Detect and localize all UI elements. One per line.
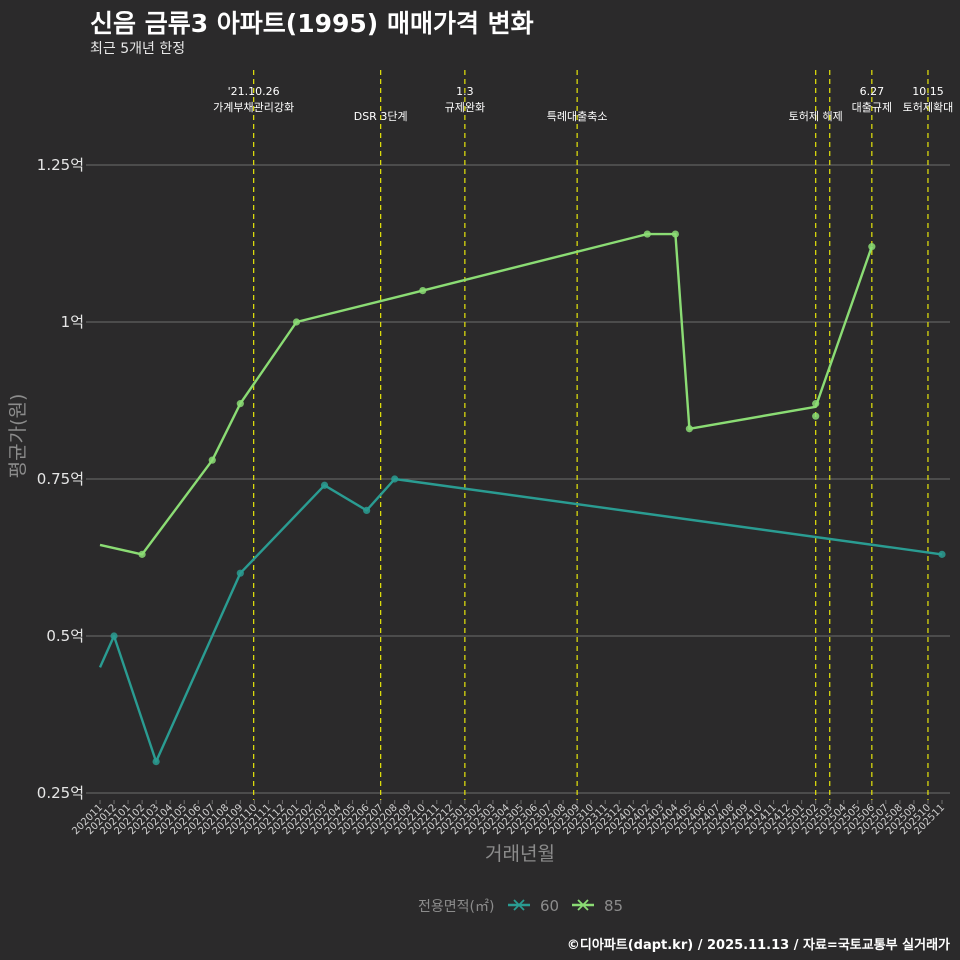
series-85-point: [643, 230, 651, 238]
chart-title: 신음 금류3 아파트(1995) 매매가격 변화: [90, 9, 534, 38]
y-tick-label: 0.25억: [37, 784, 84, 802]
legend-key-85-mark: [577, 899, 589, 911]
legend: 전용면적(㎡) 60 85: [418, 897, 623, 915]
series-60-point: [110, 632, 118, 640]
grid-layer: [90, 164, 950, 794]
y-tick-label: 0.75억: [37, 470, 84, 488]
axis-layer: 0.25억0.5억0.75억1억1.25억2020112020122021012…: [37, 156, 947, 837]
y-tick-label: 1.25억: [37, 156, 84, 174]
chart-subtitle: 최근 5개년 한정: [90, 41, 186, 57]
event-label: 특례대출축소: [547, 110, 608, 123]
event-label: 1.3: [456, 85, 474, 98]
series-85-point: [236, 400, 244, 408]
x-axis-title: 거래년월: [485, 843, 555, 865]
series-85-point: [138, 550, 146, 558]
series-60-point: [320, 481, 329, 489]
legend-title: 전용면적(㎡): [418, 899, 494, 915]
series-85-point: [671, 230, 679, 238]
event-label: DSR 3단계: [354, 110, 408, 123]
series-60-line: [98, 477, 943, 763]
source-caption: ©디아파트(dapt.kr) / 2025.11.13 / 자료=국토교통부 실…: [566, 938, 950, 953]
series-85-point: [292, 318, 301, 326]
series-60-point: [236, 569, 244, 577]
event-label: 대출규제: [852, 101, 892, 114]
event-label: 규제완화: [445, 101, 485, 114]
event-label: 가계부채관리강화: [213, 101, 294, 114]
series-85-point: [812, 412, 820, 420]
series-85-line: [99, 232, 873, 556]
series-85-point: [208, 456, 216, 464]
series-layer: [98, 230, 946, 766]
event-label: 6.27: [860, 85, 885, 98]
series-85-point: [868, 243, 876, 251]
series-60-point: [152, 758, 160, 766]
event-label: 토허제 해제: [789, 109, 843, 123]
series-60-point: [938, 550, 946, 558]
event-label: '21.10.26: [228, 85, 280, 98]
series-85-point: [419, 287, 427, 295]
series-60-point: [363, 506, 371, 514]
y-tick-label: 1억: [61, 313, 84, 331]
series-60-point: [391, 475, 399, 483]
legend-label-60: 60: [540, 897, 559, 915]
y-tick-label: 0.5억: [46, 627, 84, 645]
legend-key-60-mark: [513, 899, 525, 911]
legend-label-85: 85: [604, 897, 623, 915]
event-label: 10.15: [912, 85, 944, 98]
y-axis-title: 평균가(원): [7, 394, 29, 479]
series-85-point: [812, 400, 820, 408]
event-label: 토허제확대: [903, 101, 954, 114]
series-85-point: [685, 425, 694, 433]
